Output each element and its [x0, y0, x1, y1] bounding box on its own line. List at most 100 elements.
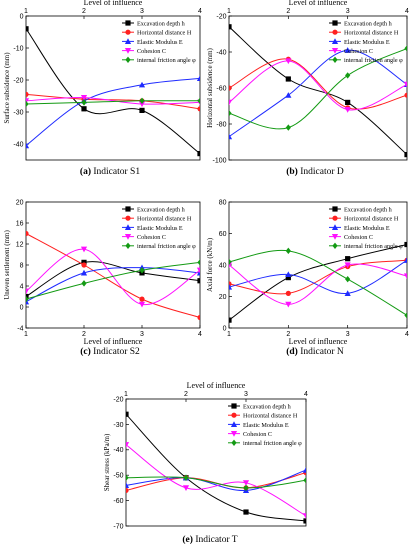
panel-e-series-line-0	[126, 413, 306, 522]
panel-b-xtick-label: 1	[227, 8, 231, 15]
panel-e-ytick-label: -40	[113, 447, 123, 454]
panel-a-legend-marker-2	[124, 38, 132, 44]
panel-e: 1 2 3 4 Level of influence -20 -30 -40 -50 -60 -70…	[103, 381, 308, 530]
panel-e-legend: Excavation depth h Horizontal distance H E…	[228, 403, 302, 447]
panel-b-series-2-point-1	[285, 92, 292, 98]
panel-e-xtick-label: 1	[124, 391, 128, 398]
panel-c-ytick-label: 16	[16, 220, 24, 227]
panel-a-series-2-point-2	[138, 81, 146, 88]
panel-c-legend-label-2: Elastic Modulus E	[137, 225, 183, 232]
panel-a-series-0-point-0	[26, 26, 29, 32]
caption-d-text: Indicator N	[300, 347, 344, 357]
panel-b-series-0-point-3	[404, 152, 407, 158]
panel-d-series-3-point-1	[285, 301, 292, 308]
panel-c-series-1-point-2	[139, 296, 145, 302]
caption-e-letter: (e)	[182, 535, 193, 545]
panel-c-legend-label-4: internal friction angle φ	[137, 243, 196, 250]
panel-e-ytick-label: -30	[113, 422, 123, 429]
panel-b-series-0-point-2	[345, 99, 351, 105]
panel-a-series-1-point-3	[197, 106, 200, 112]
caption-d: (d) Indicator N	[220, 347, 410, 357]
panel-c-series-line-1	[26, 233, 200, 318]
panel-c-ytick-label: 8	[20, 262, 24, 269]
panel-b-legend-marker-3	[331, 48, 339, 54]
panel-d-series-2-point-1	[285, 271, 292, 278]
panel-c-xtick-label: 4	[198, 331, 202, 338]
panel-d-series-line-2	[229, 259, 407, 294]
panel-b-legend-label-2: Elastic Modulus E	[344, 39, 390, 46]
panel-c-series-line-0	[26, 261, 200, 297]
panel-a-series-4-point-0	[26, 100, 29, 108]
panel-a-series-line-2	[26, 77, 200, 146]
panel-c-xlabel: Level of influence	[84, 337, 143, 346]
panel-c-series-line-2	[26, 267, 200, 303]
panel-a-series-2-point-3	[196, 75, 200, 81]
panel-d-series-line-0	[229, 244, 407, 321]
panel-b-xtick-label: 4	[405, 8, 409, 15]
caption-b-letter: (b)	[286, 167, 298, 177]
caption-a-text: Indicator S1	[93, 167, 141, 177]
panel-a-legend-marker-1	[125, 29, 131, 35]
panel-e-series-3-point-0	[126, 442, 130, 448]
caption-c-text: Indicator S2	[93, 347, 140, 357]
panel-a-legend-marker-4	[125, 56, 131, 63]
panel-d-series-line-4	[229, 249, 407, 316]
panel-d-legend-label-2: Elastic Modulus E	[344, 225, 390, 232]
panel-b-legend-label-3: Cohesion C	[344, 48, 373, 55]
panel-c-series-4-point-2	[139, 267, 145, 274]
panel-e-series-1-point-0	[126, 487, 129, 494]
panel-d-ytick-label: 80	[219, 199, 227, 206]
panel-c-ytick-label: 12	[16, 241, 24, 248]
panel-d-ylabel: Axial force (kN/m)	[206, 237, 214, 292]
panel-a-ytick-label: -40	[13, 141, 23, 148]
panel-d-series-4-point-2	[345, 275, 351, 283]
panel-b-series-3-point-2	[344, 107, 351, 113]
panel-a-legend-marker-0	[125, 20, 131, 26]
panel-e-legend-marker-3	[230, 431, 238, 437]
panel-a-ylabel: Surface subsidence (mm)	[3, 52, 11, 124]
caption-b: (b) Indicator D	[220, 167, 410, 177]
panel-a-legend: Excavation depth h Horizontal distance H E…	[122, 20, 196, 64]
panel-a-frame	[25, 15, 201, 161]
panel-b-series-2-point-2	[344, 47, 351, 53]
panel-b: 1 2 3 4 Level of influence -20 -40 -60 -80 -100 Ho…	[206, 0, 409, 164]
panel-b-series-3-point-3	[403, 81, 407, 88]
panel-c-legend-marker-1	[125, 215, 131, 221]
panel-c-legend-label-3: Cohesion C	[137, 234, 166, 241]
panel-d-legend-marker-2	[331, 224, 339, 230]
panel-c-series-2-point-1	[80, 269, 88, 276]
panel-b-series-line-1	[229, 58, 407, 110]
panel-b-legend-label-4: internal friction angle φ	[344, 57, 403, 64]
panel-e-series-4-point-0	[126, 474, 129, 481]
panel-e-legend-marker-0	[231, 403, 237, 409]
panel-c-ytick-label: 0	[20, 304, 24, 311]
panel-c-series-4-point-1	[81, 280, 87, 287]
panel-b-series-line-0	[229, 26, 407, 155]
panel-b-ytick-label: -40	[216, 49, 226, 56]
panel-e-series-3-point-2	[242, 480, 250, 486]
panel-e-series-4-point-3	[303, 477, 306, 484]
panel-b-ytick-label: -80	[216, 121, 226, 128]
panel-d-legend: Excavation depth h Horizontal distance H E…	[329, 206, 403, 250]
panel-d-series-4-point-3	[404, 312, 407, 319]
panel-a-xtick-label: 4	[198, 8, 202, 15]
panel-e-legend-label-2: Elastic Modulus E	[243, 422, 289, 429]
panel-b-plot-area	[229, 24, 407, 158]
panel-a-series-3-point-2	[138, 101, 146, 108]
panel-c-series-4-point-0	[26, 295, 29, 303]
panel-d-xtick-label: 3	[346, 331, 350, 338]
panel-b-ylabel: Horizontal subsidence (mm)	[206, 47, 214, 127]
caption-a-letter: (a)	[79, 167, 91, 177]
panel-b-series-0-point-1	[285, 76, 291, 82]
panel-c-legend-marker-4	[125, 242, 131, 249]
panel-a-xlabel: Level of influence	[84, 0, 143, 7]
panel-c-xtick-label: 2	[82, 331, 86, 338]
panel-c-series-3-point-0	[26, 288, 30, 295]
panel-e-legend-label-0: Excavation depth h	[243, 403, 292, 410]
panel-b-ytick-label: -60	[216, 85, 226, 92]
panel-b-series-4-point-1	[285, 124, 291, 131]
panel-e-ytick-label: -60	[113, 498, 123, 505]
panel-b-series-3-point-1	[285, 58, 292, 65]
panel-c-series-0-point-3	[197, 278, 200, 284]
